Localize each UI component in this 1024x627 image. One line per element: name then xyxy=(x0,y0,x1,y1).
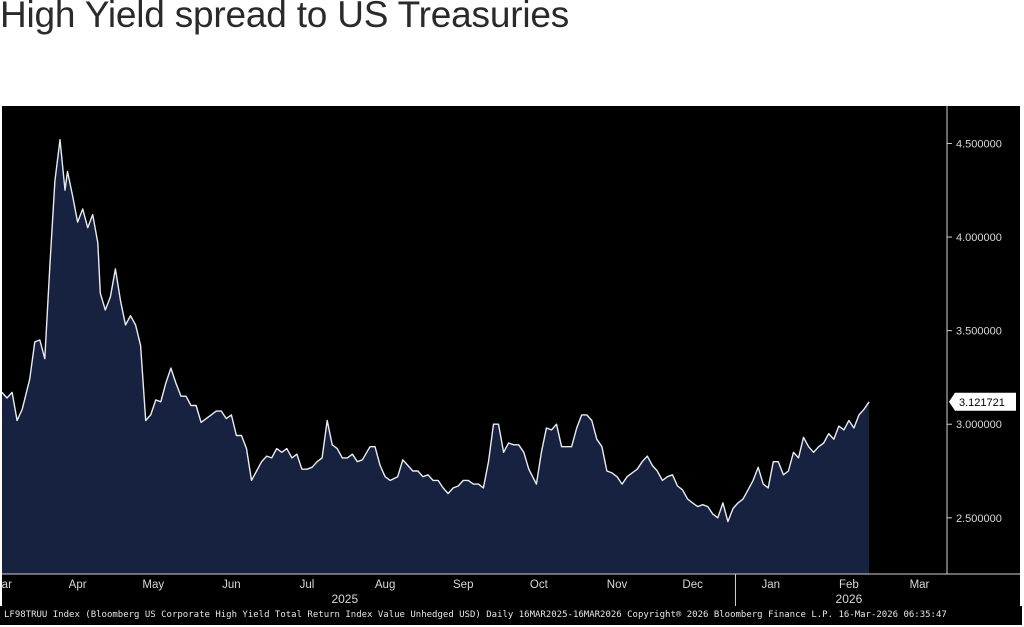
x-tick-label: Mar xyxy=(910,579,930,591)
x-tick-label: Feb xyxy=(839,579,859,591)
x-tick-label: Mar xyxy=(2,579,12,591)
x-tick-label: Aug xyxy=(375,579,395,591)
x-tick-label: Sep xyxy=(453,579,473,591)
series-line xyxy=(2,139,870,523)
x-tick-label: Oct xyxy=(530,579,549,591)
year-label: 2026 xyxy=(836,592,863,606)
x-tick-label: Jan xyxy=(761,579,780,591)
series-area-fill xyxy=(2,139,870,574)
y-tick-label: 2.500000 xyxy=(956,513,1002,525)
x-tick-label: Nov xyxy=(607,579,628,591)
x-tick-label: Apr xyxy=(69,579,87,591)
y-tick-label: 3.000000 xyxy=(956,419,1002,431)
x-tick-label: Dec xyxy=(682,579,703,591)
chart-footer: LF98TRUU Index (Bloomberg US Corporate H… xyxy=(0,606,1022,625)
x-tick-label: May xyxy=(142,579,164,591)
last-value-label: 3.121721 xyxy=(959,397,1005,409)
x-tick-label: Jul xyxy=(300,579,315,591)
last-value-box xyxy=(949,392,1016,411)
y-tick-label: 4.000000 xyxy=(956,232,1002,244)
chart-panel: 2.500000 3.000000 3.500000 4.000000 4.500000… xyxy=(2,106,1020,608)
y-tick-label: 4.500000 xyxy=(956,138,1002,150)
year-label: 2025 xyxy=(331,592,358,606)
page-title: High Yield spread to US Treasuries xyxy=(0,0,570,35)
x-tick-label: Jun xyxy=(222,579,241,591)
spread-chart: 2.500000 3.000000 3.500000 4.000000 4.500000… xyxy=(2,106,1020,608)
y-tick-label: 3.500000 xyxy=(956,326,1002,338)
